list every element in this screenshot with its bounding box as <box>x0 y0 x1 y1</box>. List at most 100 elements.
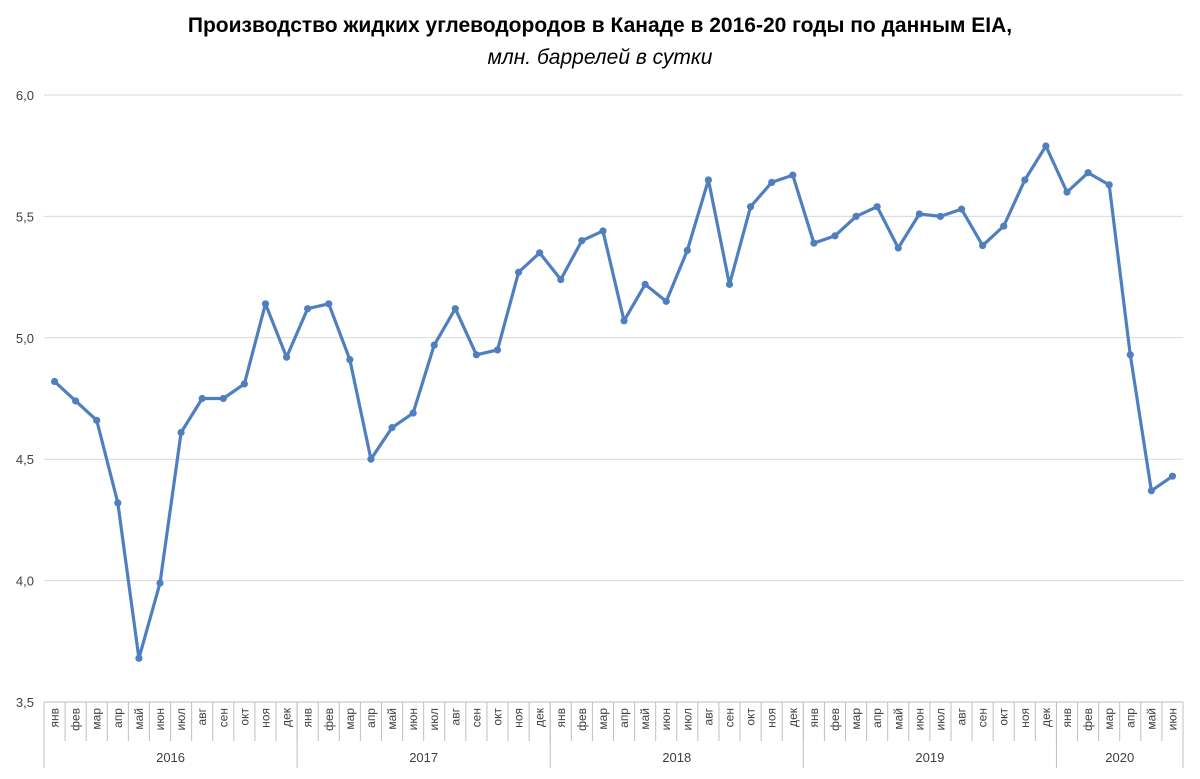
data-point <box>493 346 502 354</box>
data-point <box>72 397 80 405</box>
data-point <box>894 244 902 252</box>
data-point <box>957 205 966 213</box>
data-point <box>704 176 713 184</box>
data-point <box>578 237 586 245</box>
month-label: мар <box>90 708 104 730</box>
y-tick-label: 3,5 <box>16 695 34 710</box>
month-label: май <box>1144 708 1158 730</box>
month-label: дек <box>786 707 800 727</box>
month-label: ноя <box>258 708 272 728</box>
month-label: янв <box>301 708 315 728</box>
month-label: авг <box>955 707 969 725</box>
data-point <box>409 409 417 417</box>
month-label: ноя <box>512 708 526 728</box>
data-point <box>557 275 565 284</box>
month-label: ноя <box>765 708 779 728</box>
data-point <box>93 416 101 424</box>
month-label: сен <box>216 708 230 727</box>
month-label: янв <box>554 708 568 728</box>
month-label: окт <box>237 708 251 726</box>
data-point <box>831 232 839 240</box>
data-point <box>156 579 164 587</box>
data-point <box>1021 176 1029 184</box>
data-point <box>662 297 670 305</box>
data-point <box>1084 169 1092 177</box>
data-point <box>979 241 987 250</box>
data-point <box>282 353 291 361</box>
month-label: авг <box>448 707 462 725</box>
year-label: 2018 <box>662 750 691 765</box>
month-label: июн <box>912 708 926 730</box>
data-point <box>50 377 59 386</box>
month-label: апр <box>1123 708 1137 728</box>
data-point <box>177 428 185 437</box>
month-label: фев <box>575 708 589 731</box>
month-label: дек <box>280 707 294 727</box>
data-point <box>451 305 459 313</box>
month-label: май <box>891 708 905 730</box>
month-label: авг <box>701 707 715 725</box>
month-label: июн <box>1165 708 1179 730</box>
month-label: мар <box>849 708 863 730</box>
data-point <box>641 280 649 288</box>
month-label: мар <box>1102 708 1116 730</box>
data-point <box>683 246 691 254</box>
month-label: сен <box>976 708 990 727</box>
month-label: окт <box>997 708 1011 726</box>
data-point <box>873 203 881 211</box>
series-production <box>50 142 1177 662</box>
y-tick-label: 5,0 <box>16 331 34 346</box>
month-label: апр <box>111 708 125 728</box>
month-label: июл <box>680 708 694 730</box>
month-label: янв <box>1060 708 1074 728</box>
data-point <box>936 212 945 220</box>
year-label: 2016 <box>156 750 185 765</box>
data-point <box>599 227 607 235</box>
month-label: июл <box>174 708 188 730</box>
data-point <box>1042 142 1050 150</box>
data-point <box>810 239 818 247</box>
data-point <box>852 212 860 220</box>
month-label: сен <box>723 708 737 727</box>
data-point <box>346 356 354 364</box>
year-label: 2020 <box>1105 750 1134 765</box>
month-label: фев <box>322 708 336 731</box>
month-label: апр <box>617 708 631 728</box>
data-point <box>261 300 270 308</box>
month-label: апр <box>870 708 884 728</box>
data-point <box>325 300 333 308</box>
month-label: окт <box>490 708 504 726</box>
data-point <box>620 317 628 325</box>
y-tick-label: 5,5 <box>16 209 34 224</box>
series-line <box>52 144 1175 660</box>
month-label: май <box>638 708 652 730</box>
data-point <box>1105 181 1113 189</box>
month-label: дек <box>1039 707 1053 727</box>
data-point <box>536 249 544 257</box>
month-label: янв <box>48 708 62 728</box>
data-point <box>430 341 438 349</box>
y-tick-label: 6,0 <box>16 88 34 103</box>
data-point <box>1000 222 1008 230</box>
data-point <box>304 305 312 313</box>
month-label: фев <box>1081 708 1095 731</box>
chart-subtitle: млн. баррелей в сутки <box>487 46 713 69</box>
year-label: 2017 <box>409 750 438 765</box>
data-point <box>789 171 797 179</box>
data-point <box>747 203 755 211</box>
month-label: май <box>385 708 399 730</box>
data-point <box>219 394 227 403</box>
month-label: июн <box>153 708 167 730</box>
data-point <box>240 380 248 388</box>
month-label: июн <box>406 708 420 730</box>
y-tick-label: 4,5 <box>16 452 34 467</box>
month-label: авг <box>195 707 209 725</box>
data-point <box>768 178 776 187</box>
month-label: фев <box>69 708 83 731</box>
data-point <box>135 654 143 662</box>
month-label: июл <box>427 708 441 730</box>
data-point <box>514 268 523 276</box>
month-label: ноя <box>1018 708 1032 728</box>
